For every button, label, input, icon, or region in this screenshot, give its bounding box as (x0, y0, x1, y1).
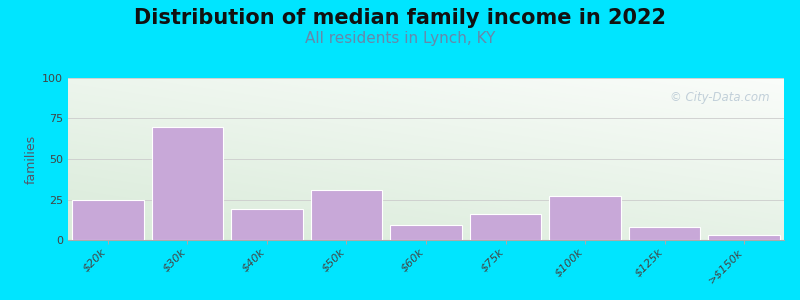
Text: All residents in Lynch, KY: All residents in Lynch, KY (305, 32, 495, 46)
Bar (151, 127, 223, 240)
Text: © City-Data.com: © City-Data.com (670, 91, 770, 104)
Text: Distribution of median family income in 2022: Distribution of median family income in … (134, 8, 666, 28)
Bar (629, 227, 701, 240)
Bar (72, 200, 143, 240)
Bar (390, 225, 462, 240)
Bar (310, 190, 382, 240)
Bar (231, 209, 302, 240)
Bar (470, 214, 542, 240)
Bar (550, 196, 621, 240)
Bar (709, 235, 780, 240)
Y-axis label: families: families (25, 134, 38, 184)
